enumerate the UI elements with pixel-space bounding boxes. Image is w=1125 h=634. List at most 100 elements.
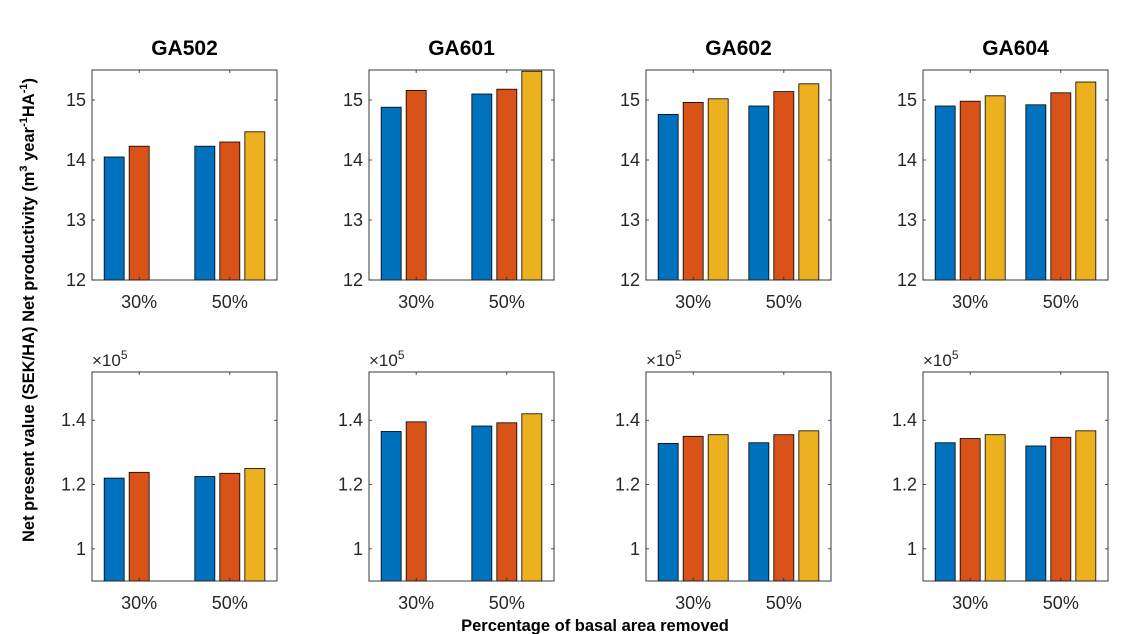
x-tick-label: 30%: [952, 593, 988, 613]
bar-50pct-series2: [219, 141, 241, 281]
bar-50pct-series3: [798, 83, 820, 281]
y-tick-label: 13: [343, 210, 363, 230]
bar-50pct-series3: [1075, 430, 1097, 582]
x-tick-label: 50%: [489, 593, 525, 613]
x-axis-label: Percentage of basal area removed: [461, 617, 729, 634]
bar-30pct-series1: [380, 431, 402, 582]
bar-30pct-series1: [380, 106, 402, 281]
y-tick-label: 12: [66, 270, 86, 290]
y-tick-label: 12: [343, 270, 363, 290]
y-tick-label: 12: [897, 270, 917, 290]
y-tick-label: 14: [66, 150, 86, 170]
y-tick-label: 15: [343, 90, 363, 110]
y-tick-label: 13: [66, 210, 86, 230]
axes-frame: [91, 371, 278, 582]
bar-30pct-series2: [405, 90, 427, 281]
subplot-title: GA604: [982, 37, 1049, 60]
y-tick-label: 13: [620, 210, 640, 230]
bar-50pct-series2: [496, 422, 518, 582]
y-tick-label: 1.2: [338, 475, 363, 495]
subplot-8: 30% 50% 1 1.2 1.4 ×105: [892, 348, 1109, 613]
subplot-2: 30% 50% 12 13 14 15 GA601: [343, 37, 555, 312]
bar-50pct-series1: [194, 145, 216, 281]
bar-30pct-series1: [103, 156, 125, 281]
subplot-title: GA502: [151, 37, 218, 60]
y-tick-label: 15: [66, 90, 86, 110]
y-tick-label: 1.2: [892, 475, 917, 495]
axes-frame: [91, 69, 278, 281]
x-tick-label: 30%: [398, 292, 434, 312]
bar-30pct-series2: [128, 471, 150, 582]
bar-50pct-series1: [194, 476, 216, 582]
axes-frame: [922, 371, 1109, 582]
y-tick-label: 15: [897, 90, 917, 110]
axes-frame: [645, 69, 832, 281]
subplot-title: GA602: [705, 37, 772, 60]
y-axis-label: Net present value (SEK/HA) Net productiv…: [18, 78, 38, 542]
axes-frame: [645, 371, 832, 582]
bar-30pct-series3: [707, 98, 729, 281]
x-tick-label: 30%: [121, 593, 157, 613]
bar-30pct-series3: [984, 434, 1006, 582]
subplot-1: 30% 50% 12 13 14 15 GA502: [66, 37, 278, 312]
bar-50pct-series2: [773, 434, 795, 582]
bar-50pct-series2: [1050, 436, 1072, 582]
bar-50pct-series1: [471, 425, 493, 582]
bar-50pct-series1: [748, 105, 770, 281]
bar-30pct-series1: [657, 442, 679, 582]
bar-50pct-series3: [521, 70, 543, 281]
bar-50pct-series1: [1025, 104, 1047, 281]
bar-30pct-series1: [657, 114, 679, 281]
x-tick-label: 50%: [489, 292, 525, 312]
bar-30pct-series3: [984, 95, 1006, 281]
y-tick-label: 14: [897, 150, 917, 170]
x-tick-label: 50%: [766, 292, 802, 312]
y-tick-label: 15: [620, 90, 640, 110]
bar-50pct-series2: [219, 472, 241, 582]
bar-30pct-series1: [934, 442, 956, 582]
x-tick-label: 30%: [952, 292, 988, 312]
y-tick-label: 12: [620, 270, 640, 290]
bar-50pct-series3: [521, 413, 543, 582]
y-tick-label: 1.2: [615, 475, 640, 495]
y-tick-label: 13: [897, 210, 917, 230]
bar-50pct-series2: [496, 88, 518, 281]
y-tick-label: 1: [630, 539, 640, 559]
y-tick-label: 1.4: [61, 410, 86, 430]
axes-frame: [922, 69, 1109, 281]
bar-30pct-series2: [682, 435, 704, 582]
x-tick-label: 30%: [675, 593, 711, 613]
y-tick-label: 1: [907, 539, 917, 559]
subplot-title: GA601: [428, 37, 495, 60]
axes-frame: [368, 371, 555, 582]
x-tick-label: 30%: [675, 292, 711, 312]
y-tick-label: 1: [353, 539, 363, 559]
subplot-6: 30% 50% 1 1.2 1.4 ×105: [338, 348, 555, 613]
bar-30pct-series2: [959, 100, 981, 281]
bar-30pct-series2: [682, 102, 704, 281]
bar-50pct-series3: [244, 468, 266, 582]
x-tick-label: 30%: [398, 593, 434, 613]
bar-50pct-series1: [471, 93, 493, 281]
bar-50pct-series2: [773, 91, 795, 281]
y-tick-label: 14: [620, 150, 640, 170]
subplot-5: 30% 50% 1 1.2 1.4 ×105: [61, 348, 278, 613]
bar-30pct-series3: [707, 434, 729, 582]
axis-exponent-label: ×105: [646, 348, 682, 370]
y-tick-label: 1.2: [61, 475, 86, 495]
bar-30pct-series2: [959, 438, 981, 582]
subplot-7: 30% 50% 1 1.2 1.4 ×105: [615, 348, 832, 613]
x-tick-label: 50%: [1043, 593, 1079, 613]
bar-30pct-series1: [934, 105, 956, 281]
axis-exponent-label: ×105: [923, 348, 959, 370]
axis-exponent-label: ×105: [92, 348, 128, 370]
bar-30pct-series1: [103, 477, 125, 582]
bar-30pct-series2: [405, 421, 427, 582]
bar-30pct-series2: [128, 145, 150, 281]
x-tick-label: 30%: [121, 292, 157, 312]
bar-50pct-series1: [1025, 445, 1047, 582]
subplot-3: 30% 50% 12 13 14 15 GA602: [620, 37, 832, 312]
x-tick-label: 50%: [212, 593, 248, 613]
y-tick-label: 1: [76, 539, 86, 559]
